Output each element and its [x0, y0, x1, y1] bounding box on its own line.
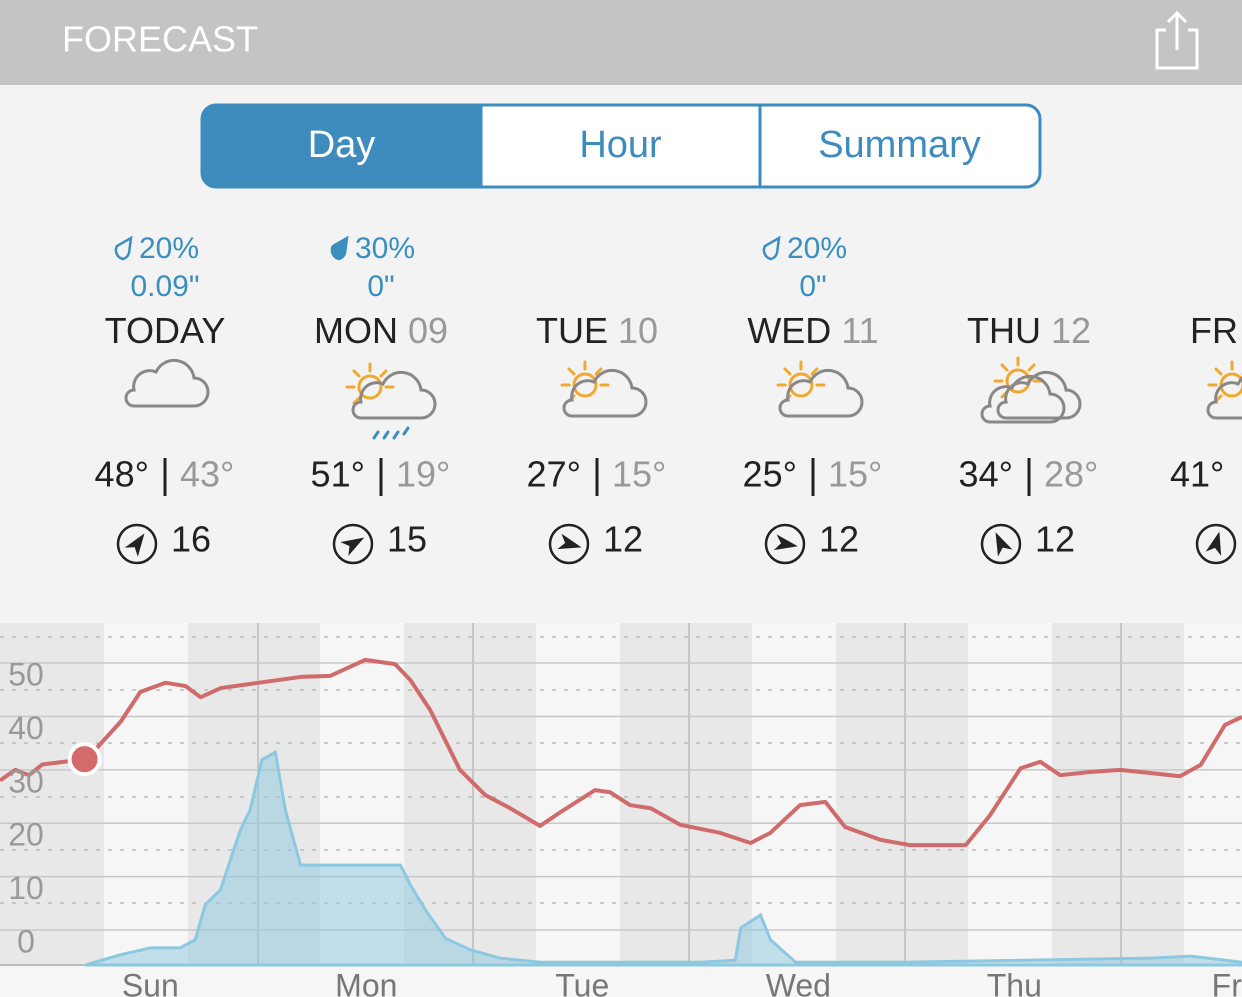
high-temp: 25°: [743, 454, 797, 495]
precip-chance: 20%: [139, 232, 199, 265]
precip-amount: 0.09": [130, 270, 199, 303]
wind-icon: [116, 523, 158, 565]
precip-drop: [762, 235, 781, 261]
x-tick-label: Thu: [987, 967, 1042, 997]
precip-drop: [330, 235, 349, 261]
day-label: TODAY: [105, 310, 226, 351]
x-tick-label: Mon: [335, 967, 397, 997]
low-temp: 28°: [1044, 454, 1098, 495]
chart-background: [0, 623, 1242, 997]
wind-arrow: [773, 534, 798, 551]
low-temp: 15°: [828, 454, 882, 495]
weather-icon: [776, 360, 864, 418]
wind-icon: [764, 523, 806, 565]
now-marker: [67, 742, 102, 777]
y-tick-label: 40: [8, 710, 44, 746]
day-name: TUE: [536, 310, 608, 351]
temperature-line: [0, 657, 1242, 848]
weather-icon: [124, 358, 210, 408]
day-label: THU 12: [967, 310, 1091, 351]
day-label: FR: [1190, 310, 1238, 351]
weather-icon: [560, 360, 648, 418]
high-temp: 51°: [311, 454, 365, 495]
precip-area: [85, 749, 1242, 967]
wind-speed: 15: [387, 519, 427, 560]
header-bar: [0, 0, 1242, 85]
day-label: TUE 10: [536, 310, 658, 351]
wind-icon: [548, 523, 590, 565]
wind-icon: [1195, 523, 1237, 565]
wind-icon: [980, 523, 1022, 565]
day-label: MON 09: [314, 310, 448, 351]
wind-arrow: [1205, 531, 1222, 556]
y-tick-label: 30: [8, 763, 44, 799]
y-tick-label: 0: [17, 923, 35, 959]
share-button[interactable]: [1155, 10, 1199, 70]
weather-icon: [980, 356, 1082, 424]
wind-speed: 12: [1035, 519, 1075, 560]
tab-label[interactable]: Day: [308, 124, 376, 166]
high-temp: 34°: [959, 454, 1013, 495]
y-tick-label: 20: [8, 817, 44, 853]
precip-amount: 0": [367, 270, 394, 303]
precip-drop: [114, 235, 133, 261]
wind-arrow: [340, 537, 365, 556]
tab-label[interactable]: Summary: [818, 124, 981, 166]
wind-speed: 16: [171, 519, 211, 560]
precip-amount: 0": [799, 270, 826, 303]
header-title: FORECAST: [62, 19, 258, 60]
day-date: 12: [1051, 310, 1091, 351]
high-temp: 27°: [527, 454, 581, 495]
day-date: 10: [618, 310, 658, 351]
weather-icon: [1206, 360, 1242, 420]
day-name: TODAY: [105, 310, 226, 351]
low-temp: 15°: [612, 454, 666, 495]
tab-label[interactable]: Hour: [579, 124, 662, 166]
y-tick-label: 10: [8, 870, 44, 906]
tab-selected: [202, 105, 481, 187]
x-tick-label: Sun: [122, 967, 179, 997]
precip-chance: 20%: [787, 232, 847, 265]
low-temp: 19°: [396, 454, 450, 495]
wind-arrow: [124, 533, 145, 557]
x-tick-label: Wed: [766, 967, 831, 997]
wind-speed: 12: [603, 519, 643, 560]
x-tick-label: Tue: [555, 967, 609, 997]
y-tick-label: 50: [8, 656, 44, 692]
day-name: WED: [747, 310, 831, 351]
day-date: 09: [408, 310, 448, 351]
wind-icon: [332, 523, 374, 565]
x-tick-label: Fri: [1212, 967, 1242, 997]
day-date: 11: [841, 310, 878, 351]
wind-arrow: [995, 532, 1013, 557]
weather-icon: [345, 362, 437, 440]
wind-arrow: [557, 533, 582, 550]
wind-speed: 12: [819, 519, 859, 560]
precip-chance: 30%: [355, 232, 415, 265]
low-temp: 43°: [180, 454, 234, 495]
day-name: FR: [1190, 310, 1238, 351]
day-name: MON: [314, 310, 398, 351]
day-name: THU: [967, 310, 1041, 351]
high-temp: 41°: [1170, 454, 1224, 495]
high-temp: 48°: [95, 454, 149, 495]
day-label: WED 11: [747, 310, 878, 351]
